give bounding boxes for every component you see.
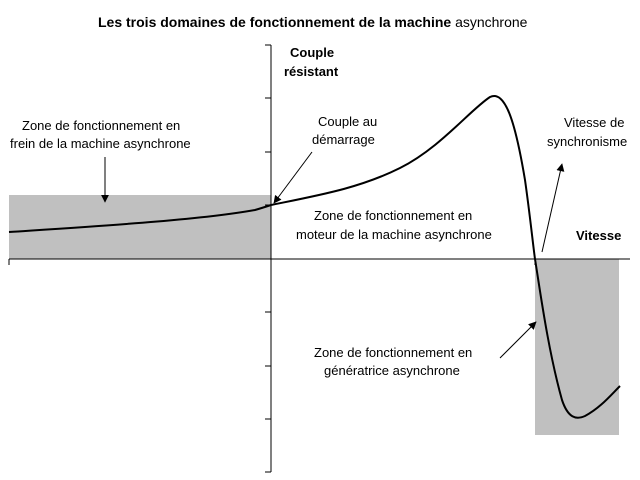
motor-zone-label-line2: moteur de la machine asynchrone [296, 227, 492, 242]
synchronism-label-line2: synchronisme [547, 134, 627, 149]
y-axis-label-line2: résistant [284, 64, 339, 79]
brake-zone-shading [9, 195, 271, 259]
starting-torque-label-line2: démarrage [312, 132, 375, 147]
synchronism-label-line1: Vitesse de [564, 115, 624, 130]
diagram-title: Les trois domaines de fonctionnement de … [98, 14, 528, 30]
starting-torque-arrow [273, 151, 313, 204]
y-axis-label-line1: Couple [290, 45, 334, 60]
generator-zone-label-line1: Zone de fonctionnement en [314, 345, 472, 360]
x-axis-label: Vitesse [576, 228, 621, 243]
torque-speed-curve [8, 95, 621, 419]
brake-zone-label-line1: Zone de fonctionnement en [22, 118, 180, 133]
motor-zone-label-line1: Zone de fonctionnement en [314, 208, 472, 223]
generator-zone-label-line2: génératrice asynchrone [324, 363, 460, 378]
starting-torque-label-line1: Couple au [318, 114, 377, 129]
brake-zone-label-line2: frein de la machine asynchrone [10, 136, 191, 151]
diagram-title-suffix: asynchrone [455, 14, 528, 30]
diagram-title-main: Les trois domaines de fonctionnement de … [98, 14, 451, 30]
synchronism-arrow [541, 163, 565, 253]
generator-zone-shading [535, 259, 619, 435]
generator-zone-arrow [499, 321, 537, 359]
